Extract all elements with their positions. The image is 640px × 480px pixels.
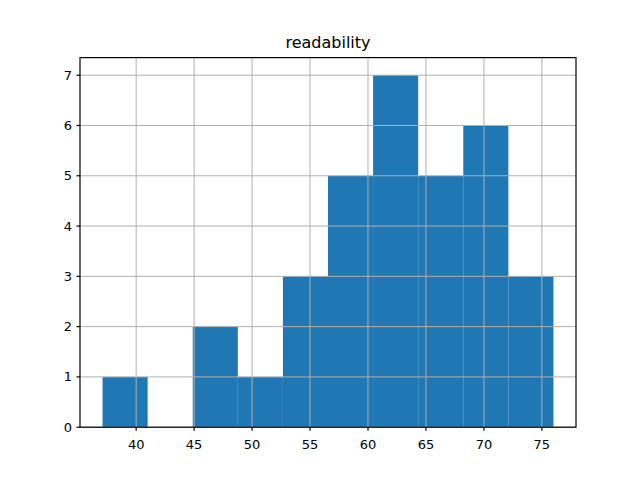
histogram-plot: 404550556065707501234567 [0,0,640,480]
y-tick-label: 0 [64,420,72,435]
histogram-bar [103,377,148,427]
histogram-bar [283,276,328,427]
x-tick-label: 45 [186,437,203,452]
histogram-bar [328,176,373,427]
y-tick-label: 6 [64,118,72,133]
x-tick-label: 55 [302,437,319,452]
x-tick-label: 70 [476,437,493,452]
y-tick-label: 4 [64,219,72,234]
x-tick-label: 60 [360,437,377,452]
y-tick-label: 3 [64,269,72,284]
x-tick-label: 65 [418,437,435,452]
y-tick-label: 1 [64,369,72,384]
x-tick-label: 50 [244,437,261,452]
histogram-bar [238,377,283,427]
y-tick-label: 2 [64,319,72,334]
figure: readability 404550556065707501234567 [0,0,640,480]
histogram-bar [508,276,553,427]
y-tick-label: 7 [64,68,72,83]
histogram-bar [373,75,418,427]
x-tick-label: 40 [128,437,145,452]
y-tick-label: 5 [64,168,72,183]
histogram-bar [418,176,463,427]
x-tick-label: 75 [534,437,551,452]
